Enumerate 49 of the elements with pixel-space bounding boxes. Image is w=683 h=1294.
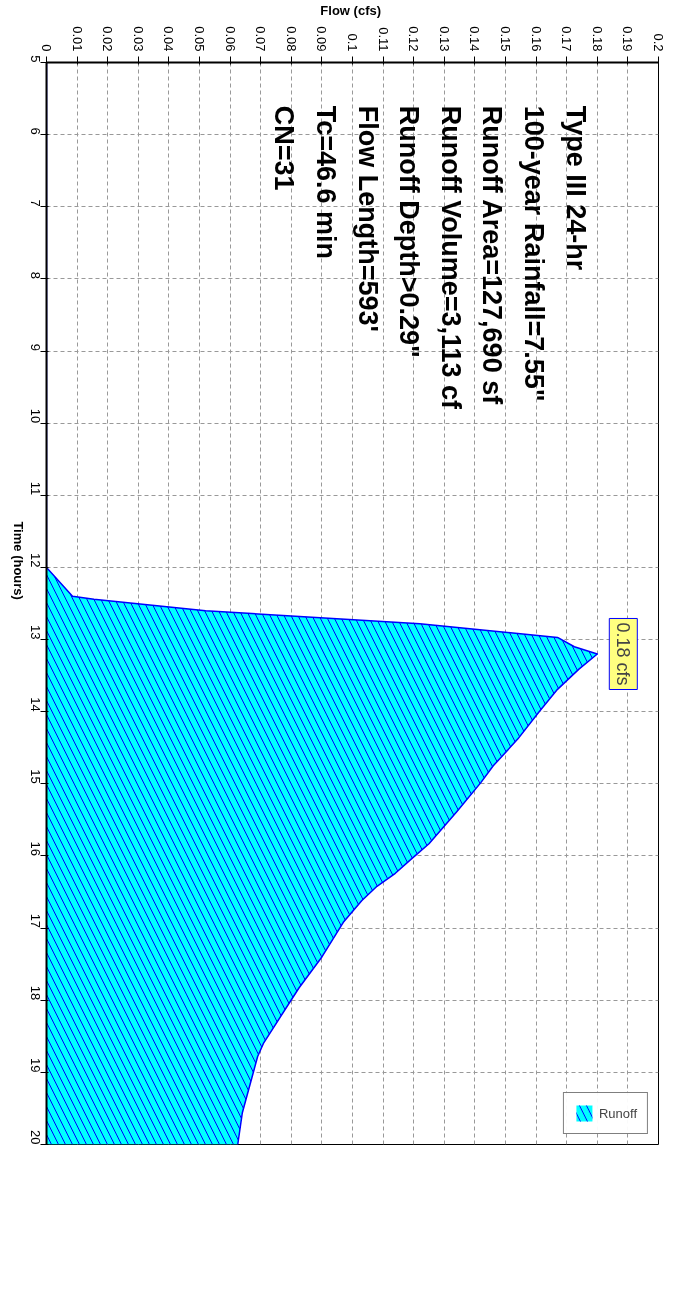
x-tick-label: 0.06 xyxy=(222,26,238,52)
x-tick-label: 0.08 xyxy=(283,26,299,52)
x-tick-label: 0.19 xyxy=(620,26,636,52)
y-tick-label: 8 xyxy=(28,271,43,279)
annotation: CN=31 xyxy=(269,105,300,191)
x-tick-label: 0.03 xyxy=(130,26,146,52)
y-tick-label: 18 xyxy=(28,985,43,1001)
legend-label: Runoff xyxy=(598,1105,637,1121)
x-tick-label: 0.15 xyxy=(498,26,513,52)
y-tick-label: 14 xyxy=(28,697,43,712)
y-tick-label: 5 xyxy=(28,55,43,63)
x-tick-label: 0.17 xyxy=(559,26,575,52)
y-tick-label: 7 xyxy=(28,199,43,207)
annotation: Tc=46.6 min xyxy=(310,105,341,260)
y-axis-title: Time (hours) xyxy=(11,521,26,600)
y-tick-label: 19 xyxy=(28,1057,43,1073)
annotation: 0.18 cfs xyxy=(613,622,634,686)
x-tick-label: 0.13 xyxy=(436,26,452,52)
annotation: Flow Length=593' xyxy=(352,105,383,332)
annotation: Runoff Depth>0.29" xyxy=(394,105,425,358)
y-tick-label: 10 xyxy=(28,408,43,424)
annotation: Type III 24-hr xyxy=(560,105,591,271)
x-tick-label: 0.05 xyxy=(192,26,207,52)
x-tick-label: 0.11 xyxy=(375,27,391,52)
y-tick-label: 11 xyxy=(28,481,43,496)
y-tick-label: 9 xyxy=(28,343,43,352)
y-tick-label: 20 xyxy=(28,1130,43,1145)
x-tick-label: 0.2 xyxy=(651,33,666,52)
x-tick-label: 0.02 xyxy=(100,26,116,52)
annotation: 100-year Rainfall=7.55" xyxy=(518,105,549,402)
x-tick-label: 0.04 xyxy=(161,26,177,52)
x-tick-label: 0 xyxy=(39,44,54,52)
x-tick-label: 0.18 xyxy=(589,26,605,52)
x-tick-label: 0.14 xyxy=(467,26,483,52)
x-tick-label: 0.12 xyxy=(406,26,422,52)
annotation: Runoff Volume=3,113 cf xyxy=(435,105,466,411)
annotation: Runoff Area=127,690 sf xyxy=(477,105,508,406)
x-axis-title: Flow (cfs) xyxy=(320,3,382,19)
y-tick-label: 16 xyxy=(28,841,43,856)
y-tick-label: 15 xyxy=(28,769,43,784)
y-tick-label: 12 xyxy=(28,552,43,568)
x-tick-label: 0.1 xyxy=(345,33,360,52)
x-tick-label: 0.07 xyxy=(253,26,269,52)
x-tick-label: 0.01 xyxy=(69,26,85,52)
x-tick-label: 0.09 xyxy=(314,26,330,52)
y-tick-label: 6 xyxy=(28,127,43,135)
y-tick-label: 13 xyxy=(28,625,43,640)
x-tick-label: 0.16 xyxy=(528,26,544,52)
y-tick-label: 17 xyxy=(28,913,43,929)
